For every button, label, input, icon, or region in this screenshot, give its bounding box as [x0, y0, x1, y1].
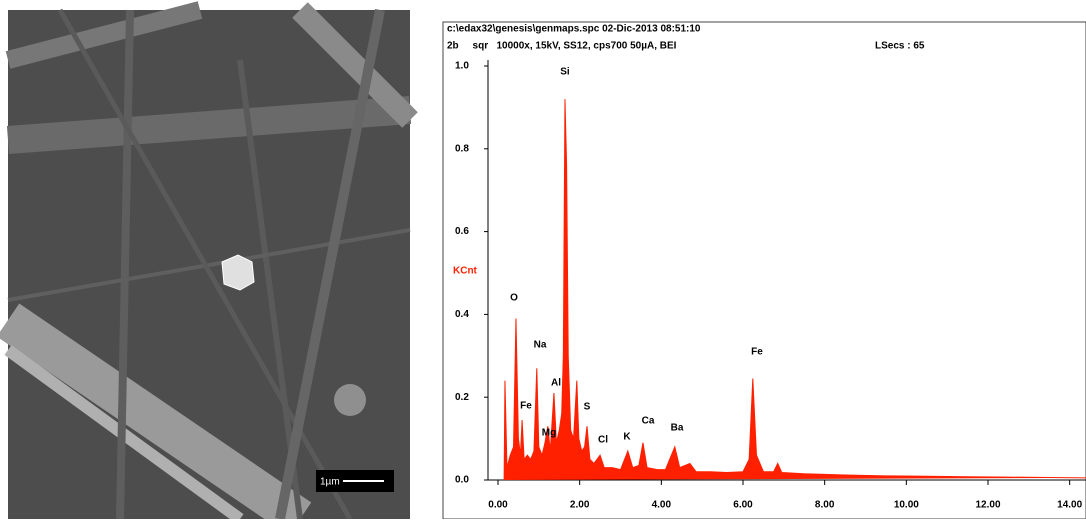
spectrum-panel [443, 22, 1086, 519]
peak-label: Fe [751, 347, 763, 358]
x-tick-label: 10.00 [894, 500, 919, 511]
x-tick-label: 6.00 [733, 500, 753, 511]
peak-label: Ba [671, 423, 684, 434]
header-line: LSecs : 65 [875, 41, 925, 52]
x-tick-label: 8.00 [815, 500, 835, 511]
peak-label: Na [534, 340, 547, 351]
peak-label: O [510, 293, 518, 304]
peak-label: Si [560, 67, 570, 78]
peak-label: Fe [520, 401, 532, 412]
y-tick-label: 1.0 [455, 61, 469, 72]
y-axis-label: KCnt [453, 266, 478, 277]
x-tick-label: 14.00 [1057, 500, 1082, 511]
y-tick-label: 0.6 [455, 226, 469, 237]
x-tick-label: 12.00 [975, 500, 1000, 511]
peak-label: Al [551, 378, 561, 389]
peak-label: Mg [542, 428, 556, 439]
y-tick-label: 0.4 [455, 309, 469, 320]
peak-label: S [584, 402, 591, 413]
peak-label: Cl [598, 435, 608, 446]
y-tick-label: 0.8 [455, 143, 469, 154]
header-line: c:\edax32\genesis\genmaps.spc 02-Dic-201… [447, 24, 701, 35]
peak-label: K [623, 432, 631, 443]
y-tick-label: 0.0 [455, 475, 469, 486]
x-tick-label: 4.00 [652, 500, 672, 511]
x-tick-label: 2.00 [570, 500, 590, 511]
peak-label: Ca [642, 416, 655, 427]
figure: 1µm c:\edax32\genesis\genmaps.spc 02-Dic… [0, 0, 1086, 519]
sem-image: 1µm [8, 10, 410, 519]
x-tick-label: 0.00 [488, 500, 508, 511]
header-line: 2b sqr 10000x, 15kV, SS12, cps700 50µA, … [447, 41, 677, 52]
scale-label: 1µm [320, 477, 340, 488]
y-tick-label: 0.2 [455, 392, 469, 403]
